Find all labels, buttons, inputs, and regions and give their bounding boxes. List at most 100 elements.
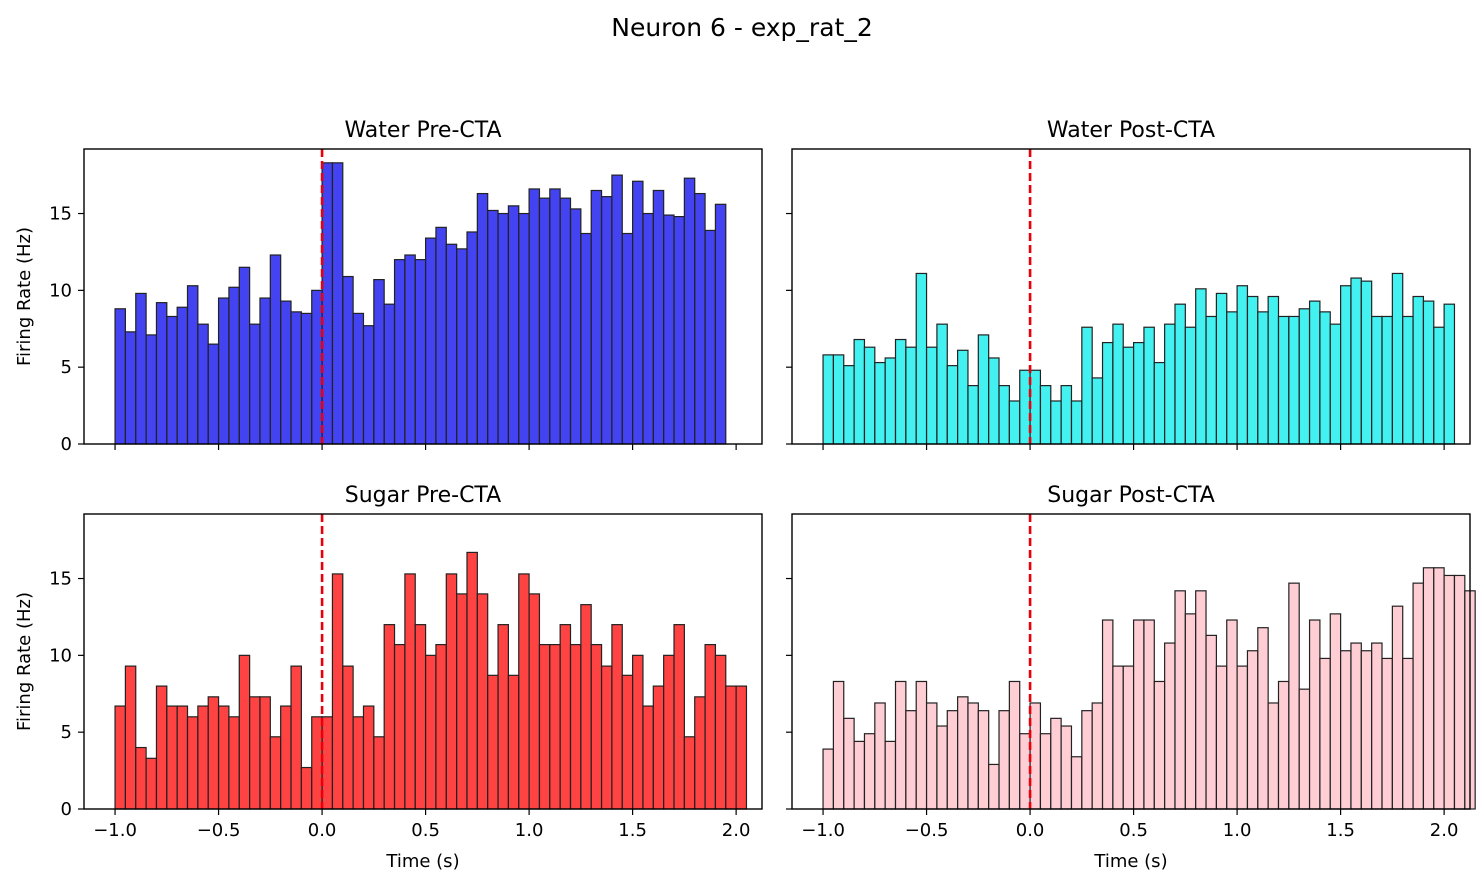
panel-4-bar-18: [998, 710, 1010, 810]
panel-4-bar-3: [843, 717, 855, 810]
panel-2-bar-49: [1319, 311, 1331, 445]
panel-3-xtick-label-3: 0.0: [308, 820, 337, 841]
panel-4-bar-58: [1412, 582, 1425, 810]
panel-4-bar-13: [946, 710, 959, 810]
panel-1-bar-1: [114, 308, 127, 445]
panel-2-bar-34: [1164, 323, 1176, 445]
panel-2-bar-60: [1433, 326, 1445, 445]
panel-1-bar-56: [683, 177, 696, 445]
panel-3-ytick-label-1: 0: [61, 799, 72, 820]
panel-1-bar-14: [249, 323, 261, 445]
panel-3-bar-48: [600, 665, 613, 810]
panel-2-bar-56: [1391, 272, 1404, 445]
panel-2-bar-40: [1226, 311, 1238, 445]
panel-4-bar-10: [915, 680, 928, 810]
panel-4-bar-48: [1308, 619, 1321, 810]
panel-4-xlabel: Time (s): [1093, 851, 1167, 872]
panel-3-bar-23: [342, 665, 354, 810]
panel-1-bar-3: [135, 292, 147, 445]
panel-4-bar-14: [957, 696, 969, 810]
panel-2-bar-24: [1060, 385, 1073, 445]
panel-3-bar-40: [518, 573, 530, 810]
panel-4-bar-46: [1288, 582, 1300, 810]
panel-1-frame: [83, 148, 763, 445]
panel-3-bar-3: [135, 746, 147, 810]
panel-1-bar-42: [538, 197, 551, 445]
panel-3-bar-38: [497, 624, 509, 810]
panel-4-xtick-label-3: 0.0: [1016, 820, 1045, 841]
panel-3-bar-20: [311, 716, 323, 810]
panel-1-bar-52: [642, 212, 654, 445]
panel-4-bar-38: [1205, 634, 1218, 810]
panel-4-bar-31: [1132, 619, 1145, 810]
panel-2-bar-44: [1267, 295, 1280, 445]
panel-1-title: Water Pre-CTA: [344, 118, 501, 143]
panel-2-bar-29: [1112, 323, 1124, 445]
panel-4-bar-6: [874, 702, 886, 810]
panel-1-bar-47: [590, 189, 603, 445]
panel-1-bar-22: [331, 162, 344, 445]
panel-2-bar-10: [915, 272, 928, 445]
panel-3-bar-12: [228, 716, 240, 810]
panel-1-bar-33: [445, 243, 458, 445]
panel-1-bar-50: [621, 232, 634, 445]
panel-4-bar-8: [894, 680, 907, 810]
panel-1-bar-30: [414, 259, 427, 445]
panel-1-bar-58: [704, 229, 717, 445]
panel-1-bar-4: [145, 334, 158, 445]
panel-4-bar-49: [1319, 657, 1331, 810]
panel-3-bar-11: [217, 705, 230, 810]
panel-3-bar-4: [145, 757, 158, 810]
panel-4-bar-9: [905, 710, 917, 810]
panel-2-bar-50: [1329, 323, 1342, 445]
panel-4-bar-56: [1391, 605, 1404, 810]
panel-1-ytick-label-1: 0: [61, 434, 72, 455]
panel-2-bar-2: [832, 354, 845, 445]
panel-4-bar-39: [1215, 665, 1228, 810]
panel-4-xtick-label-2: −0.5: [905, 820, 949, 841]
panel-2-bar-39: [1215, 292, 1228, 445]
panel-1-bar-48: [600, 196, 613, 445]
panel-3-bar-31: [424, 654, 437, 810]
panel-2-bar-1: [822, 354, 834, 445]
panel-4-bar-37: [1195, 590, 1207, 810]
panel-4-bar-19: [1008, 680, 1021, 810]
panel-1-bar-37: [487, 209, 499, 445]
panel-2-bar-5: [863, 346, 876, 445]
panel-2-bar-28: [1101, 341, 1114, 445]
panel-4-bar-44: [1267, 702, 1280, 810]
panel-4-bar-1: [822, 748, 834, 810]
panel-2-bar-42: [1246, 295, 1259, 445]
panel-3-bar-10: [207, 696, 220, 810]
panel-1-bar-16: [269, 254, 282, 445]
panel-4-bar-30: [1122, 665, 1135, 810]
panel-1-ylabel: Firing Rate (Hz): [14, 227, 35, 366]
panel-3-bar-14: [249, 696, 261, 810]
panel-3-bar-44: [559, 624, 572, 810]
panel-1-bar-23: [342, 275, 354, 445]
panel-3-bar-1: [114, 705, 127, 810]
panel-2-bar-61: [1443, 303, 1456, 445]
panel-2-bar-30: [1122, 346, 1135, 445]
panel-1-bar-21: [321, 162, 334, 445]
panel-4-bar-7: [884, 740, 897, 810]
panel-4: Sugar Post-CTA −1.0 −0.5 0.0 0.5 1.0 1.5 2.0 Tim…: [786, 483, 1476, 872]
panel-4-bar-45: [1277, 680, 1290, 810]
panel-2-bar-9: [905, 346, 917, 445]
panel-1-bar-55: [673, 216, 685, 445]
panel-1-bar-9: [197, 323, 209, 445]
panel-2-frame: [791, 148, 1471, 445]
panel-1-bar-2: [124, 331, 137, 445]
panel-3-bar-6: [166, 705, 178, 810]
panel-3-xtick-label-6: 1.5: [618, 820, 647, 841]
panel-2-bar-54: [1371, 315, 1383, 445]
panel-3-xtick-label-2: −0.5: [197, 820, 241, 841]
panel-4-bar-33: [1153, 680, 1166, 810]
panel-3-bar-36: [476, 593, 489, 810]
panel-4-bar-59: [1422, 567, 1435, 810]
panel-3: Sugar Pre-CTA −1.0 −0.5 0.0 0.5 1.0 1.5 2.0 Time…: [14, 483, 763, 872]
panel-3-bar-46: [580, 604, 592, 810]
panel-3-bar-32: [435, 643, 447, 810]
panel-1-bar-53: [652, 189, 665, 445]
